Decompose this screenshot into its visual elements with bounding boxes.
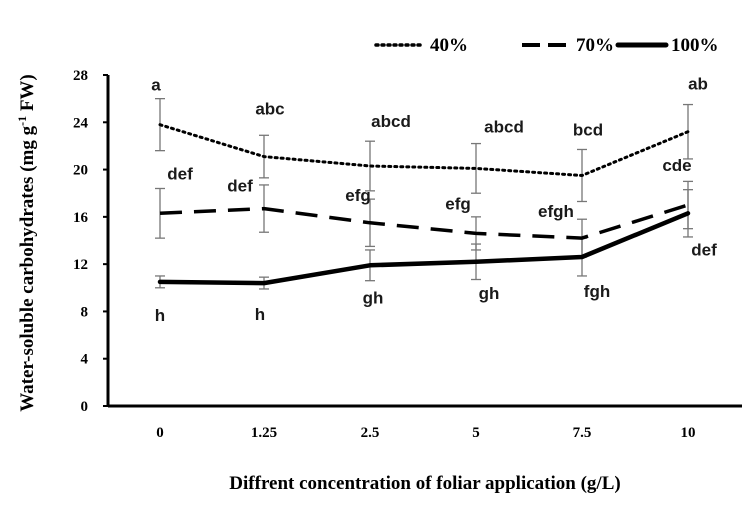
y-tick-label: 12 [73, 257, 88, 273]
series-lines [157, 123, 691, 286]
x-tick-label: 10 [681, 425, 696, 441]
x-tick-label: 7.5 [573, 425, 592, 441]
x-tick-label: 0 [156, 425, 164, 441]
legend: 40% 70% 100% [374, 35, 719, 56]
y-axis-title-tail: FW) [17, 74, 38, 116]
significance-label: efg [345, 186, 371, 205]
x-tick-label: 1.25 [251, 425, 277, 441]
y-tick-label: 16 [73, 210, 89, 226]
y-axis-title: Water-soluble carbohydrates (mg g-1 FW) [15, 74, 38, 412]
y-tick-label: 4 [81, 352, 89, 368]
y-tick-label: 0 [81, 399, 89, 415]
y-axis-title-superscript: -1 [15, 116, 29, 126]
significance-label: cde [662, 156, 691, 175]
x-tick-label: 2.5 [361, 425, 380, 441]
series-line-100pct [157, 211, 691, 286]
significance-label: def [227, 177, 253, 196]
significance-label: abcd [371, 112, 411, 131]
y-tick-label: 20 [73, 163, 88, 179]
significance-label: def [167, 164, 193, 183]
y-tick-label: 24 [73, 115, 89, 131]
significance-label: h [255, 305, 265, 324]
legend-label: 100% [671, 35, 719, 56]
significance-label: fgh [584, 282, 610, 301]
significance-label: efgh [538, 202, 574, 221]
significance-label: abcd [484, 117, 524, 136]
legend-label: 40% [430, 35, 468, 56]
series-line-70pct [159, 203, 689, 240]
x-axis-title: Diffrent concentration of foliar applica… [229, 473, 620, 494]
x-axis: 0 1.25 2.5 5 7.5 10 [108, 404, 742, 441]
x-tick-label: 5 [472, 425, 480, 441]
significance-label: gh [363, 288, 384, 307]
significance-label: a [151, 76, 161, 95]
significance-label: def [691, 240, 717, 259]
significance-label: efg [445, 194, 471, 213]
significance-label: h [155, 306, 165, 325]
significance-labels: a abc abcd abcd bcd ab def def efg efg efgh cde h h gh… [151, 75, 717, 325]
significance-label: bcd [573, 120, 603, 139]
y-tick-label: 8 [81, 304, 89, 320]
significance-label: ab [688, 75, 708, 94]
significance-label: abc [255, 100, 284, 119]
y-axis: 0 4 8 12 16 20 24 28 [73, 68, 110, 415]
y-tick-label: 28 [73, 68, 88, 84]
legend-label: 70% [576, 35, 614, 56]
significance-label: gh [479, 284, 500, 303]
y-axis-title-main: Water-soluble carbohydrates (mg g [17, 125, 38, 411]
series-line-40pct [158, 123, 690, 177]
